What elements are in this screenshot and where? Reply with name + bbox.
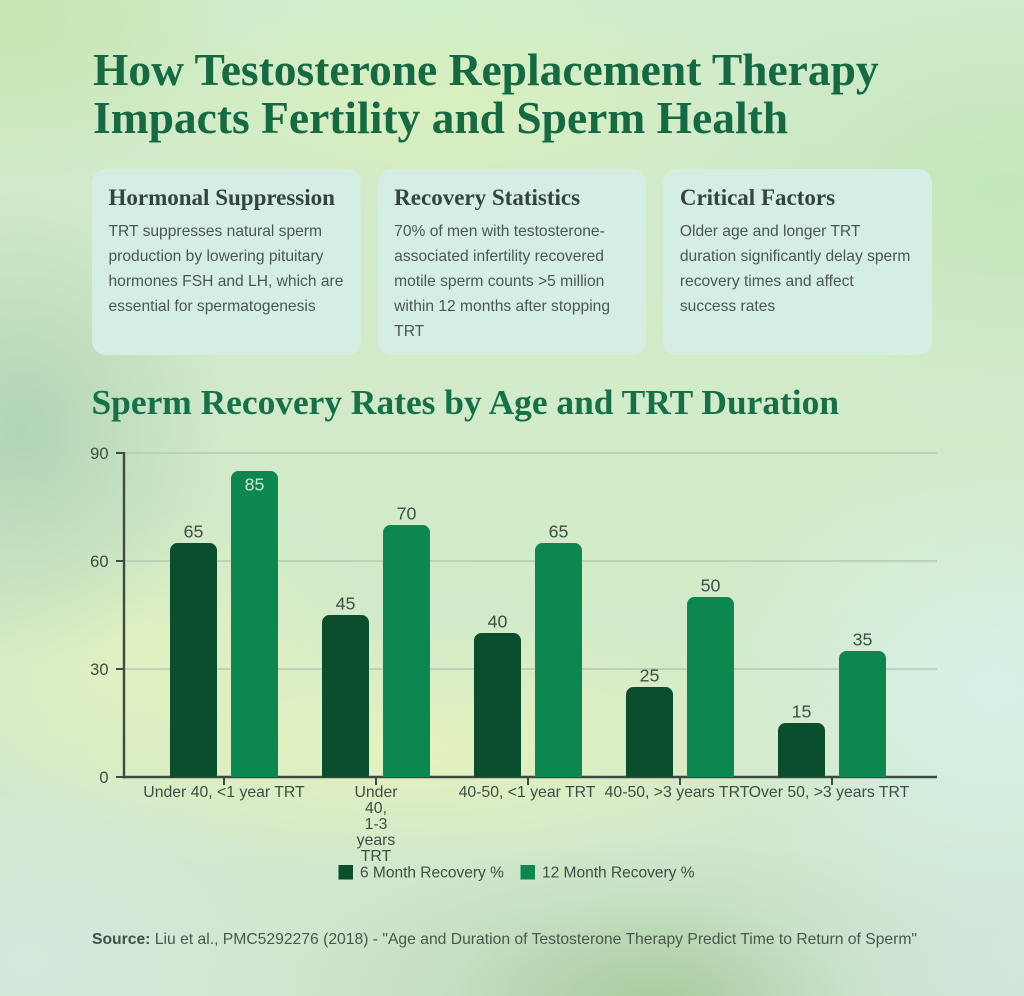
svg-text:40: 40 — [488, 612, 508, 632]
svg-text:Under 40, <1 year TRT: Under 40, <1 year TRT — [143, 784, 305, 801]
svg-text:12 Month Recovery %: 12 Month Recovery % — [542, 865, 695, 882]
svg-text:Over 50, >3 years TRT: Over 50, >3 years TRT — [749, 784, 910, 801]
svg-text:0: 0 — [99, 769, 108, 787]
svg-text:65: 65 — [184, 522, 204, 542]
svg-text:30: 30 — [90, 661, 108, 679]
svg-text:60: 60 — [90, 553, 108, 571]
svg-text:50: 50 — [701, 576, 721, 596]
svg-text:35: 35 — [853, 630, 873, 650]
svg-text:15: 15 — [792, 702, 812, 722]
svg-text:40,: 40, — [365, 800, 387, 817]
svg-text:6 Month Recovery %: 6 Month Recovery % — [360, 865, 504, 882]
svg-text:25: 25 — [640, 666, 660, 686]
svg-text:years: years — [357, 832, 396, 849]
svg-text:TRT: TRT — [361, 848, 392, 865]
svg-text:Under: Under — [354, 784, 397, 801]
svg-text:40-50, >3 years TRT: 40-50, >3 years TRT — [605, 784, 750, 801]
svg-text:40-50, <1 year TRT: 40-50, <1 year TRT — [459, 784, 596, 801]
svg-text:1-3: 1-3 — [365, 816, 388, 833]
svg-text:90: 90 — [90, 445, 108, 463]
svg-text:85: 85 — [245, 475, 265, 495]
svg-text:65: 65 — [549, 522, 569, 542]
svg-text:45: 45 — [336, 594, 356, 614]
svg-text:70: 70 — [397, 504, 417, 524]
